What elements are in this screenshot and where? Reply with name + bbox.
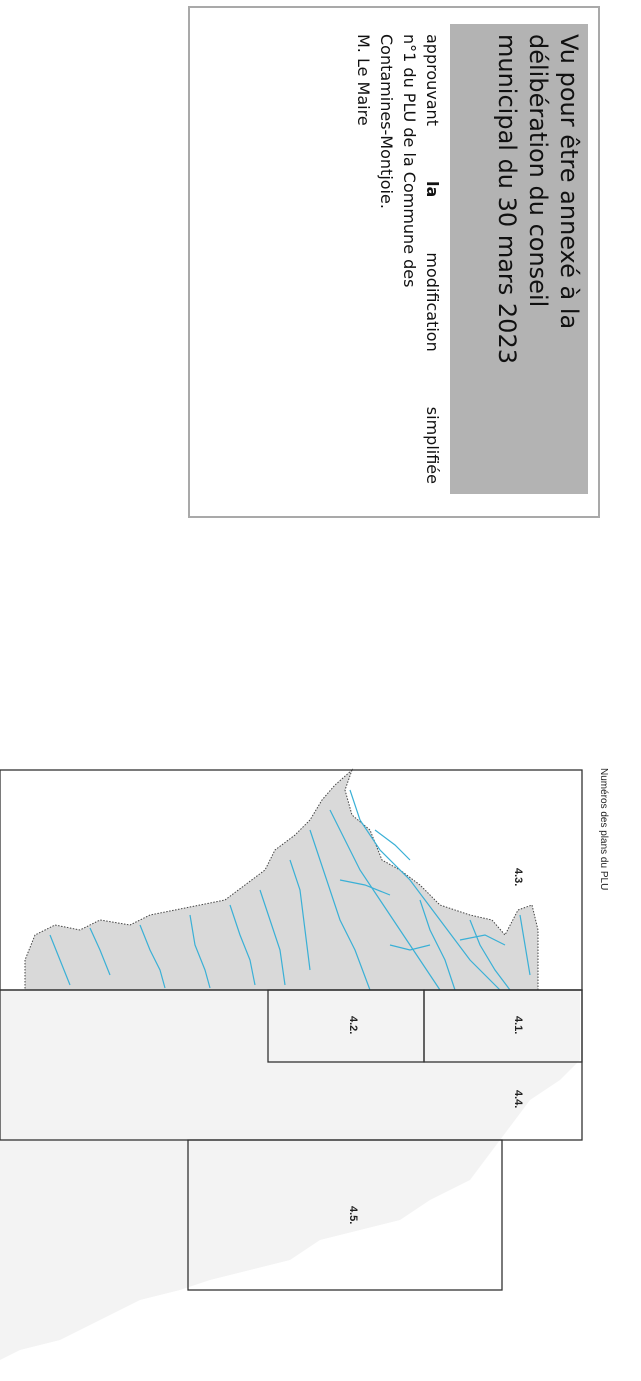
map-title: Numéros des plans du PLU (598, 768, 609, 891)
river-line (374, 829, 411, 861)
river-network (49, 789, 531, 991)
river-line (469, 919, 511, 991)
plan-boundaries (0, 769, 583, 1291)
plan-label-4-4: 4.4. (512, 1090, 524, 1108)
plan-label-4-1: 4.1. (512, 1016, 524, 1034)
river-line (419, 899, 456, 991)
plan-label-4-2: 4.2. (347, 1016, 359, 1034)
river-line (89, 927, 111, 976)
river-line (459, 934, 506, 946)
plan-label-4-5: 4.5. (347, 1206, 359, 1224)
certification-stamp: Vu pour être annexé à la délibération du… (188, 6, 600, 518)
river-line (349, 789, 501, 991)
river-line (329, 809, 441, 991)
river-line (189, 914, 211, 989)
river-line (519, 914, 531, 976)
terrain-area-4-3 (24, 768, 539, 991)
river-line (259, 889, 286, 986)
terrain-light-areas (0, 990, 580, 1360)
river-line (339, 879, 391, 896)
plan-label-4-3: 4.3. (512, 868, 524, 886)
river-line (389, 944, 431, 951)
river-line (309, 829, 371, 991)
river-line (49, 934, 71, 986)
river-line (289, 859, 311, 971)
river-line (139, 924, 166, 989)
plan-4-5-boundary (187, 1139, 503, 1291)
river-line (229, 904, 256, 986)
